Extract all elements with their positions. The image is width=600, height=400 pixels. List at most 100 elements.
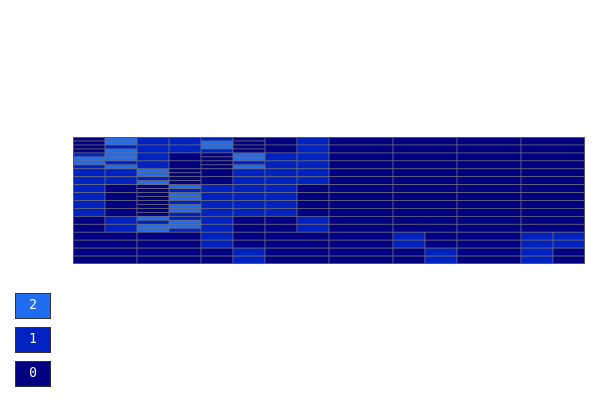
- grid-cell: [168, 223, 202, 229]
- grid-cell: [520, 144, 585, 154]
- grid-cell: [73, 140, 106, 146]
- grid-cell: [136, 227, 170, 233]
- grid-cell: [264, 192, 298, 201]
- grid-cell: [200, 231, 234, 241]
- grid-cell: [168, 152, 202, 162]
- grid-cell: [168, 144, 202, 154]
- grid-cell: [456, 223, 522, 233]
- grid-cell: [104, 148, 138, 154]
- grid-cell: [168, 137, 202, 146]
- grid-cell: [200, 215, 234, 225]
- grid-cell: [200, 176, 234, 186]
- grid-cell: [264, 160, 298, 170]
- grid-cell: [168, 176, 202, 182]
- grid-cell: [104, 160, 138, 166]
- legend-level-1[interactable]: 1: [15, 327, 51, 353]
- grid-cell: [552, 239, 585, 249]
- grid-cell: [104, 192, 138, 201]
- grid-cell: [200, 168, 234, 178]
- legend-label-1: 1: [29, 332, 37, 347]
- grid-cell: [520, 255, 554, 264]
- grid-cell: [328, 208, 394, 217]
- grid-cell: [104, 184, 138, 193]
- grid-cell: [456, 168, 522, 178]
- legend-level-0[interactable]: 0: [15, 361, 51, 387]
- grid-cell: [296, 168, 330, 178]
- grid-cell: [456, 215, 522, 225]
- grid-cell: [552, 247, 585, 257]
- grid-cell: [73, 156, 106, 162]
- grid-cell: [456, 255, 522, 264]
- grid-cell: [520, 192, 585, 201]
- grid-cell: [232, 215, 266, 225]
- grid-cell: [232, 164, 266, 170]
- grid-cell: [73, 239, 138, 249]
- grid-cell: [232, 160, 266, 166]
- grid-cell: [200, 160, 234, 166]
- grid-cell: [232, 247, 266, 257]
- grid-cell: [392, 255, 426, 264]
- grid-cell: [200, 200, 234, 209]
- grid-cell: [520, 231, 554, 241]
- grid-cell: [136, 239, 202, 249]
- grid-cell: [136, 188, 170, 193]
- grid-cell: [520, 137, 585, 146]
- grid-cell: [136, 204, 170, 209]
- grid-cell: [520, 247, 554, 257]
- grid-cell: [296, 208, 330, 217]
- grid-cell: [520, 152, 585, 162]
- legend-level-2[interactable]: 2: [15, 293, 51, 319]
- grid-cell: [296, 192, 330, 201]
- grid-cell: [296, 152, 330, 162]
- grid-cell: [264, 137, 298, 146]
- grid-cell: [200, 239, 234, 249]
- grid-cell: [392, 223, 458, 233]
- grid-cell: [328, 168, 394, 178]
- grid-cell: [168, 180, 202, 186]
- grid-cell: [104, 223, 138, 233]
- grid-cell: [392, 176, 458, 186]
- grid-cell: [136, 208, 170, 213]
- grid-cell: [520, 215, 585, 225]
- grid-cell: [104, 144, 138, 150]
- grid-cell: [200, 140, 234, 146]
- grid-cell: [520, 239, 554, 249]
- grid-cell: [168, 215, 202, 221]
- grid-cell: [136, 255, 202, 264]
- grid-cell: [264, 247, 330, 257]
- grid-cell: [232, 239, 266, 249]
- grid-cell: [264, 168, 298, 178]
- grid-cell: [73, 208, 106, 217]
- grid-cell: [328, 239, 394, 249]
- grid-cell: [168, 172, 202, 178]
- grid-cell: [200, 247, 234, 257]
- grid-cell: [456, 200, 522, 209]
- grid-cell: [136, 144, 170, 154]
- grid-cell: [392, 144, 458, 154]
- grid-cell: [136, 223, 170, 229]
- grid-cell: [168, 184, 202, 189]
- grid-frame: [73, 137, 585, 264]
- grid-cell: [73, 255, 138, 264]
- grid-cell: [264, 231, 330, 241]
- grid-cell: [168, 204, 202, 209]
- grid-cell: [456, 192, 522, 201]
- grid-cell: [424, 247, 458, 257]
- grid-cell: [520, 168, 585, 178]
- grid-cell: [392, 208, 458, 217]
- grid-cell: [168, 196, 202, 201]
- grid-cell: [104, 200, 138, 209]
- grid-cell: [232, 255, 266, 264]
- grid-cell: [392, 160, 458, 170]
- legend-label-2: 2: [29, 298, 37, 313]
- grid-cell: [136, 231, 202, 241]
- grid-cell: [552, 231, 585, 241]
- grid-cell: [392, 137, 458, 146]
- grid-cell: [104, 164, 138, 170]
- grid-cell: [328, 137, 394, 146]
- grid-cell: [392, 239, 426, 249]
- grid-cell: [168, 192, 202, 197]
- grid-cell: [136, 180, 170, 186]
- grid-cell: [232, 223, 266, 233]
- grid-cell: [520, 160, 585, 170]
